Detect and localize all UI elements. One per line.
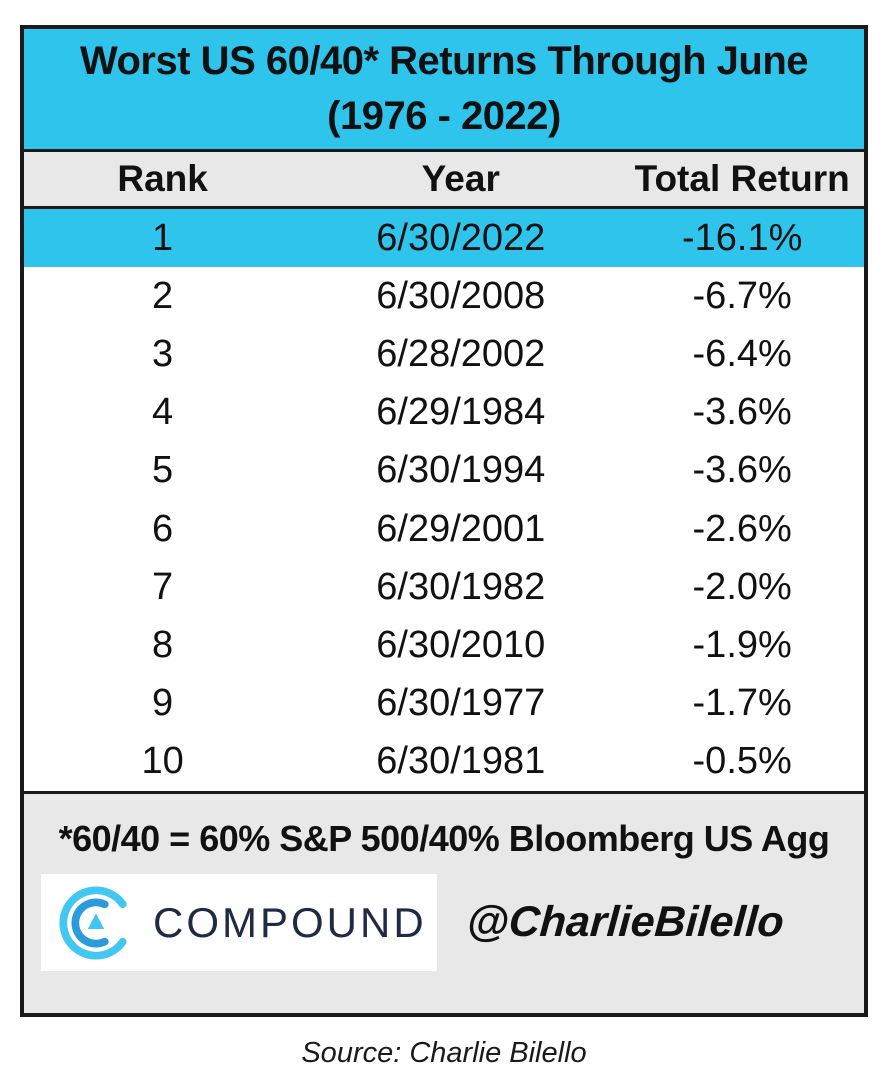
rank-cell: 1 [152, 216, 174, 259]
return-cell: -1.7% [692, 682, 792, 725]
table-row: 2 6/30/2008 -6.7% [24, 267, 864, 326]
rank-cell: 5 [152, 449, 174, 492]
column-header-row: Rank Year Total Return [24, 149, 864, 209]
rank-cell: 3 [152, 333, 174, 375]
twitter-handle: @CharlieBilello [465, 898, 786, 946]
return-cell: -16.1% [681, 216, 803, 259]
column-header-year: Year [421, 158, 500, 199]
year-cell: 6/30/1981 [376, 740, 546, 783]
table-body: 1 6/30/2022 -16.1% 2 6/30/2008 -6.7% 3 6… [24, 209, 864, 792]
table-row: 9 6/30/1977 -1.7% [24, 674, 864, 733]
table-title: Worst US 60/40* Returns Through June (19… [24, 29, 864, 149]
return-cell: -6.4% [692, 333, 792, 375]
table-title-line2: (1976 - 2022) [327, 94, 561, 138]
rank-cell: 7 [152, 565, 174, 608]
table-row: 4 6/29/1984 -3.6% [24, 383, 864, 442]
return-cell: -2.6% [692, 507, 792, 550]
year-cell: 6/30/2008 [376, 274, 546, 317]
table-row: 8 6/30/2010 -1.9% [24, 616, 864, 675]
column-header-rank: Rank [117, 158, 208, 199]
table-row: 3 6/28/2002 -6.4% [24, 325, 864, 384]
branding-row: COMPOUND @CharlieBilello [24, 874, 864, 971]
column-header-total-return: Total Return [634, 158, 850, 199]
rank-cell: 10 [141, 740, 184, 783]
year-cell: 6/30/1977 [376, 682, 546, 725]
rank-cell: 4 [152, 391, 174, 434]
table-row: 1 6/30/2022 -16.1% [24, 209, 864, 268]
year-cell: 6/30/2010 [376, 624, 546, 667]
rank-cell: 9 [152, 682, 174, 725]
table-footer: *60/40 = 60% S&P 500/40% Bloomberg US Ag… [24, 791, 864, 1013]
return-cell: -1.9% [692, 624, 792, 667]
return-cell: -2.0% [692, 565, 792, 608]
year-cell: 6/29/2001 [376, 507, 546, 550]
compound-logo: COMPOUND [41, 874, 437, 971]
table-row: 6 6/29/2001 -2.6% [24, 500, 864, 559]
year-cell: 6/30/1982 [376, 565, 546, 608]
footnote-text: *60/40 = 60% S&P 500/40% Bloomberg US Ag… [58, 818, 830, 859]
year-cell: 6/30/1994 [376, 449, 546, 492]
rank-cell: 6 [152, 507, 174, 550]
table-row: 10 6/30/1981 -0.5% [24, 732, 864, 792]
year-cell: 6/30/2022 [376, 216, 546, 259]
returns-table: Worst US 60/40* Returns Through June (19… [20, 25, 868, 1017]
table-title-line1: Worst US 60/40* Returns Through June [79, 39, 809, 83]
year-cell: 6/28/2002 [376, 333, 546, 375]
return-cell: -3.6% [692, 391, 792, 434]
return-cell: -3.6% [692, 449, 792, 492]
compound-logo-icon [53, 880, 139, 966]
rank-cell: 2 [152, 274, 174, 317]
source-caption: Source: Charlie Bilello [301, 1037, 587, 1069]
year-cell: 6/29/1984 [376, 391, 546, 434]
compound-wordmark: COMPOUND [153, 898, 427, 946]
rank-cell: 8 [152, 624, 174, 667]
table-row: 5 6/30/1994 -3.6% [24, 441, 864, 501]
return-cell: -0.5% [692, 740, 792, 783]
return-cell: -6.7% [692, 274, 792, 317]
table-row: 7 6/30/1982 -2.0% [24, 558, 864, 617]
